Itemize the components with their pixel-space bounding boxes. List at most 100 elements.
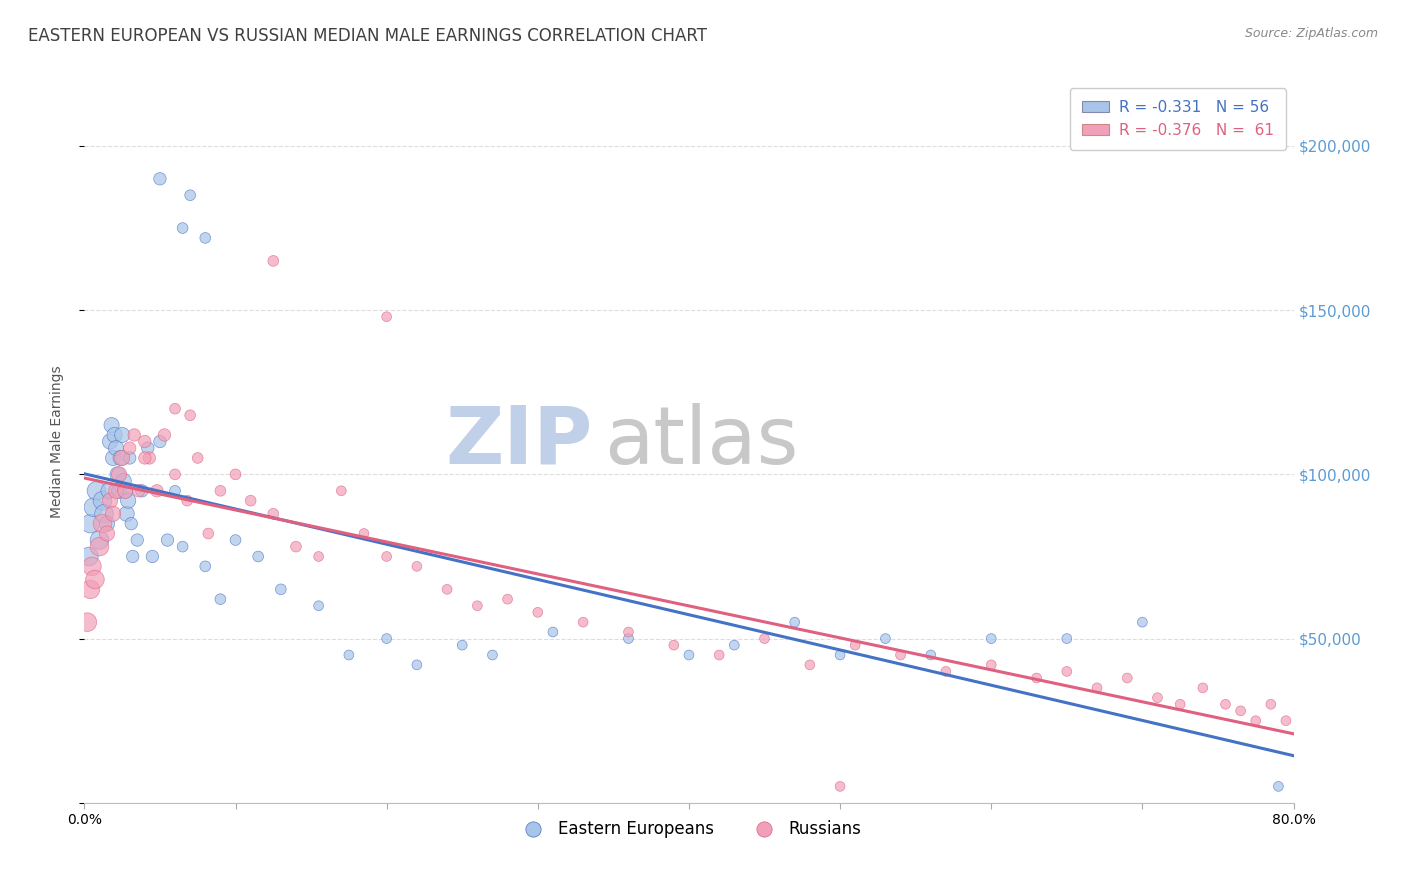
Point <box>110 450 132 465</box>
Point <box>1267 780 1289 794</box>
Point <box>115 507 138 521</box>
Point <box>172 221 194 235</box>
Point <box>98 493 121 508</box>
Point <box>308 599 330 613</box>
Point <box>527 605 550 619</box>
Point <box>149 171 172 186</box>
Point <box>830 648 852 662</box>
Point <box>262 253 284 268</box>
Point <box>875 632 897 646</box>
Point <box>101 507 124 521</box>
Point <box>118 450 141 465</box>
Point <box>1244 714 1267 728</box>
Point <box>496 592 519 607</box>
Point <box>375 310 398 324</box>
Point <box>830 780 852 794</box>
Point <box>91 516 114 531</box>
Point <box>107 467 129 482</box>
Point <box>308 549 330 564</box>
Point <box>134 434 156 449</box>
Point <box>1260 698 1282 712</box>
Point <box>131 483 153 498</box>
Point <box>111 428 134 442</box>
Point <box>1192 681 1215 695</box>
Point <box>1229 704 1251 718</box>
Point <box>149 434 172 449</box>
Point <box>104 428 127 442</box>
Point <box>709 648 731 662</box>
Text: ZIP: ZIP <box>444 402 592 481</box>
Text: Source: ZipAtlas.com: Source: ZipAtlas.com <box>1244 27 1378 40</box>
Point <box>82 500 104 515</box>
Point <box>617 625 640 640</box>
Point <box>122 428 145 442</box>
Point <box>920 648 942 662</box>
Point <box>436 582 458 597</box>
Point <box>121 549 143 564</box>
Text: EASTERN EUROPEAN VS RUSSIAN MEDIAN MALE EARNINGS CORRELATION CHART: EASTERN EUROPEAN VS RUSSIAN MEDIAN MALE … <box>28 27 707 45</box>
Point <box>1275 714 1298 728</box>
Point <box>179 188 201 202</box>
Point <box>141 549 163 564</box>
Point <box>138 450 160 465</box>
Point <box>79 516 101 531</box>
Point <box>375 632 398 646</box>
Point <box>101 450 124 465</box>
Point <box>105 441 128 455</box>
Point <box>353 526 375 541</box>
Point <box>225 533 247 547</box>
Point <box>77 549 100 564</box>
Point <box>84 573 107 587</box>
Point <box>114 483 136 498</box>
Text: atlas: atlas <box>605 402 799 481</box>
Point <box>111 450 134 465</box>
Point <box>1056 665 1078 679</box>
Point <box>194 559 217 574</box>
Point <box>467 599 489 613</box>
Point <box>262 507 284 521</box>
Point <box>572 615 595 630</box>
Point <box>114 483 136 498</box>
Point <box>285 540 308 554</box>
Point <box>481 648 503 662</box>
Point <box>108 483 131 498</box>
Point <box>209 592 232 607</box>
Point <box>1168 698 1191 712</box>
Point <box>97 483 120 498</box>
Point <box>136 441 159 455</box>
Point <box>239 493 262 508</box>
Point <box>890 648 912 662</box>
Point <box>209 483 232 498</box>
Point <box>406 657 429 672</box>
Point <box>541 625 564 640</box>
Point <box>844 638 866 652</box>
Point <box>117 493 139 508</box>
Point <box>451 638 474 652</box>
Point <box>172 540 194 554</box>
Point <box>79 582 101 597</box>
Point <box>112 474 135 488</box>
Point <box>165 401 187 416</box>
Point <box>270 582 292 597</box>
Point <box>662 638 685 652</box>
Point <box>406 559 429 574</box>
Point <box>100 418 122 433</box>
Point <box>375 549 398 564</box>
Point <box>93 507 115 521</box>
Point <box>134 450 156 465</box>
Point <box>89 540 111 554</box>
Point <box>935 665 957 679</box>
Point <box>179 409 201 423</box>
Point <box>156 533 179 547</box>
Point <box>153 428 176 442</box>
Point <box>194 231 217 245</box>
Point <box>1146 690 1168 705</box>
Point <box>330 483 353 498</box>
Y-axis label: Median Male Earnings: Median Male Earnings <box>49 365 63 518</box>
Point <box>105 483 128 498</box>
Point <box>98 434 121 449</box>
Point <box>1025 671 1047 685</box>
Point <box>108 467 131 482</box>
Point <box>187 450 209 465</box>
Point <box>86 483 108 498</box>
